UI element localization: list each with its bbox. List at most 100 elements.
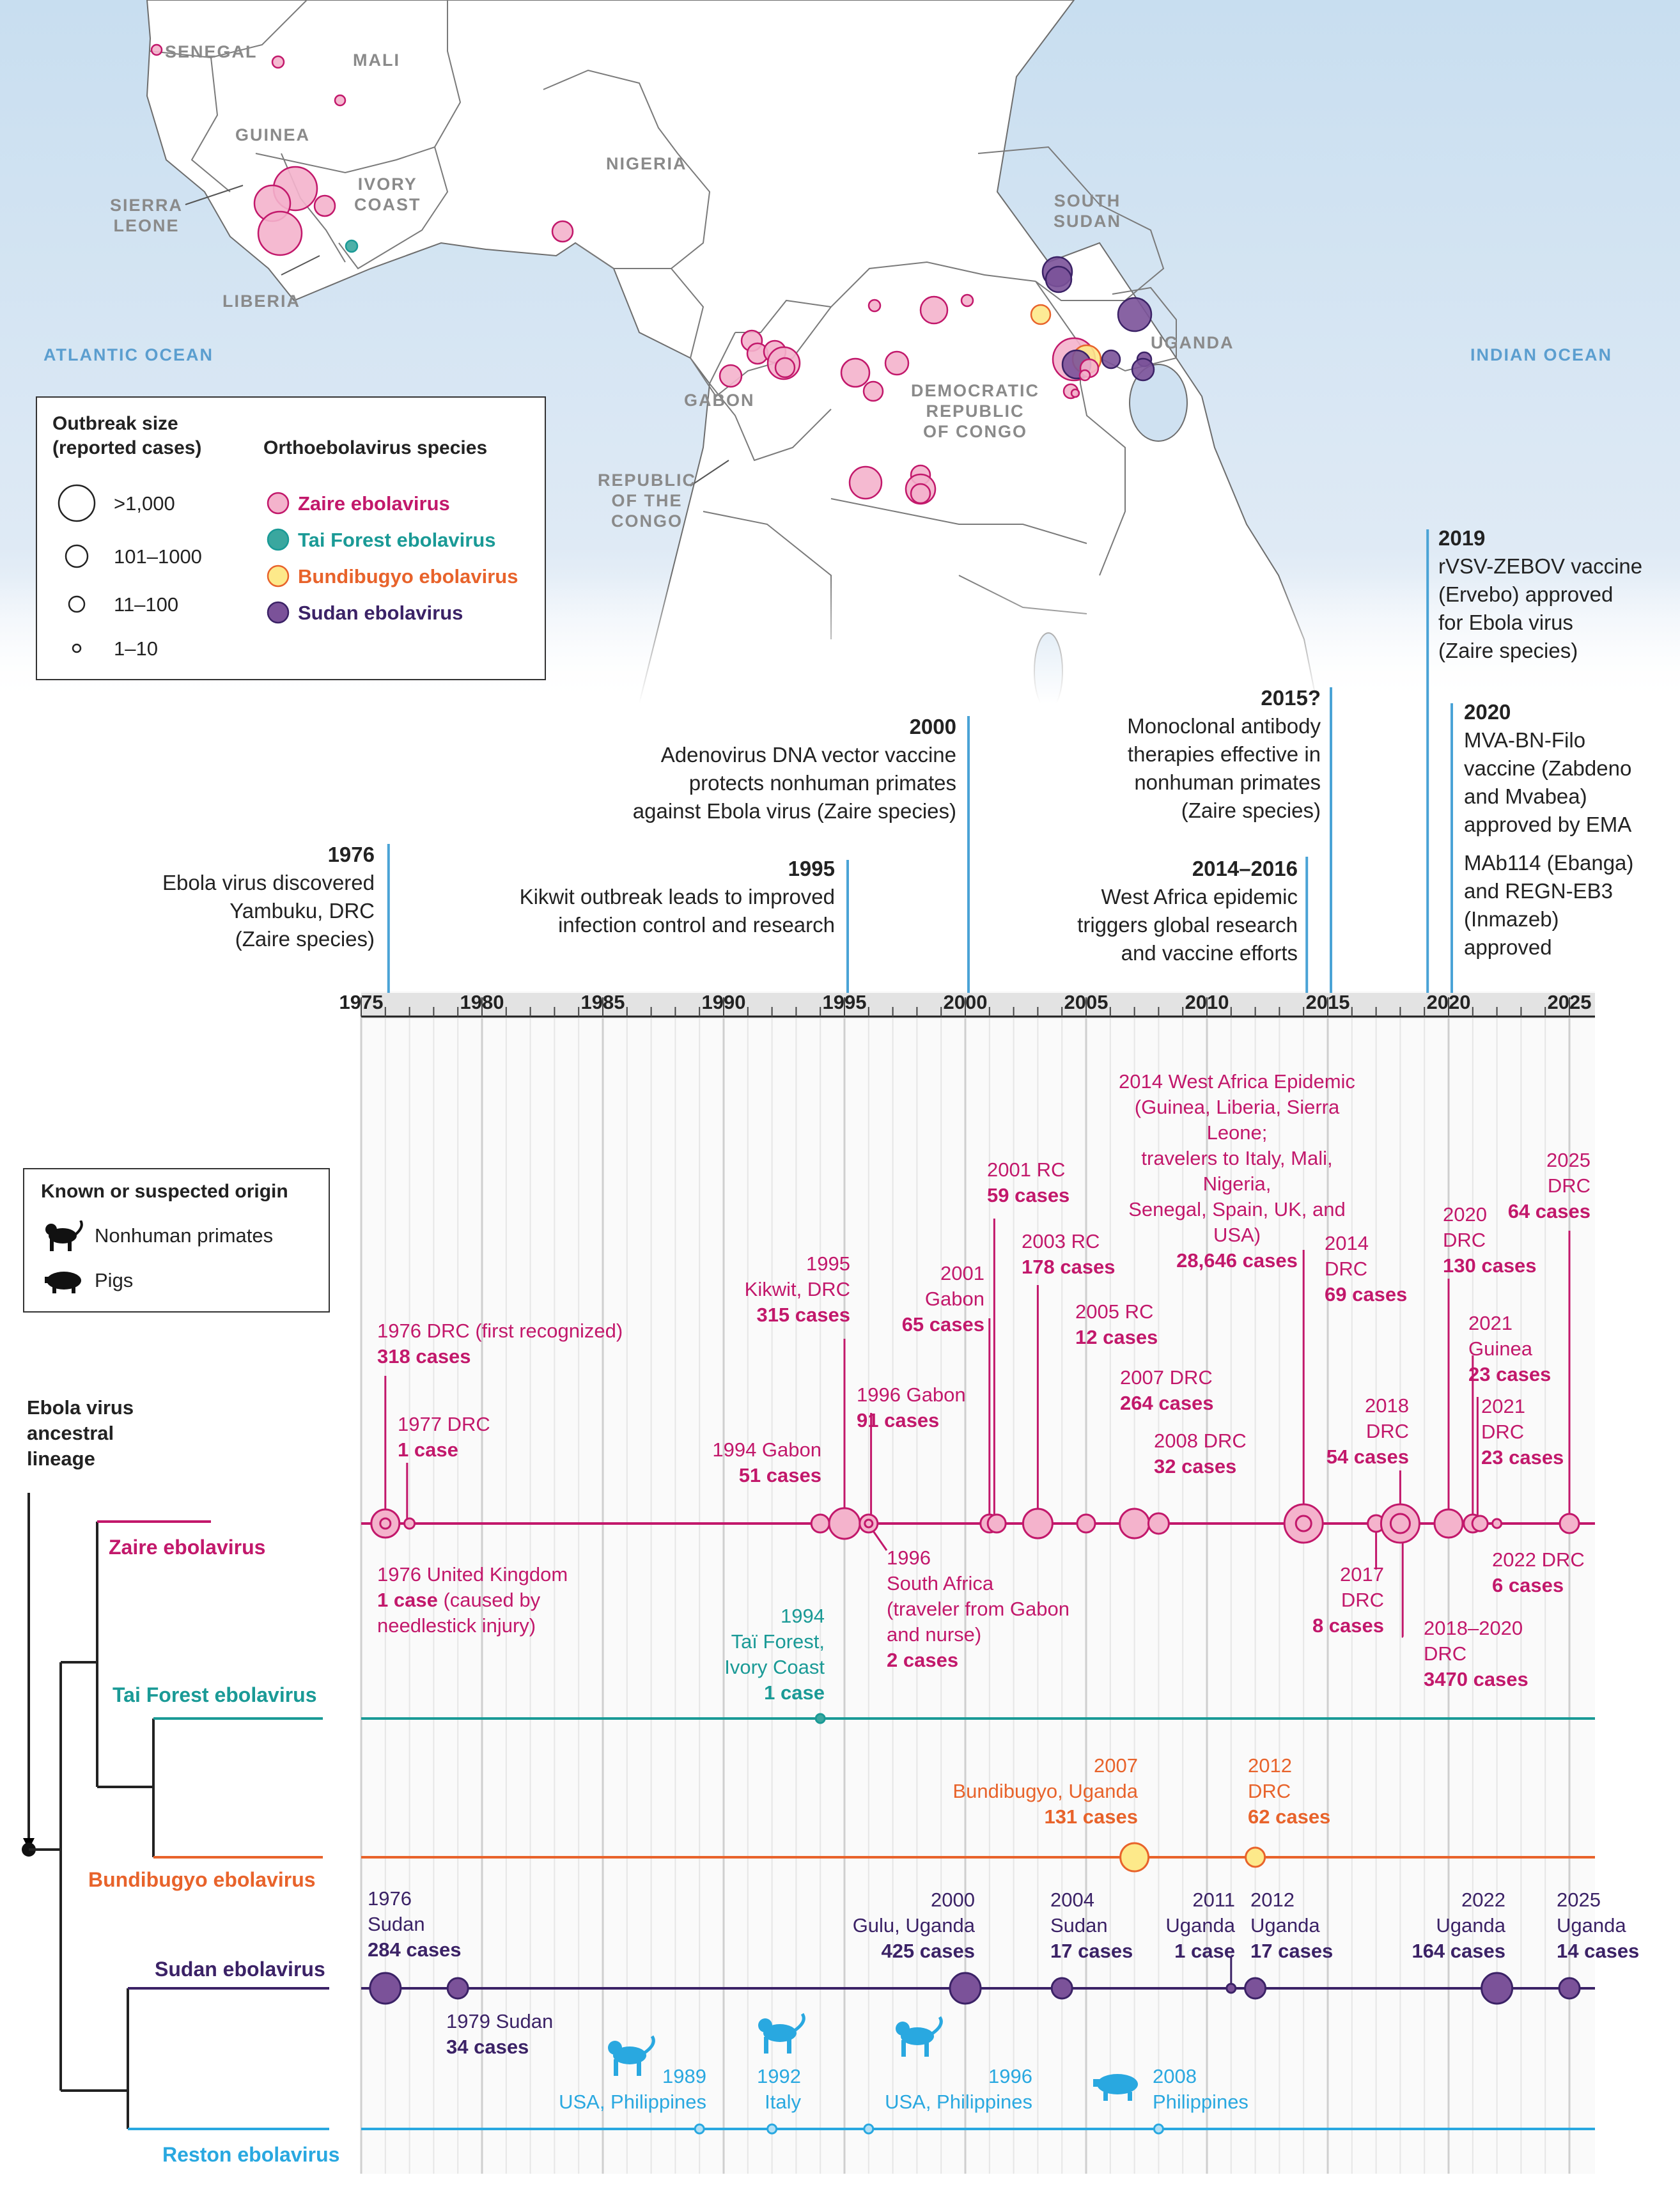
event-text: 2025: [1557, 1889, 1601, 1911]
size-101-1000: 101–1000: [114, 545, 202, 568]
axis-year-label: 2025: [1547, 991, 1592, 1013]
species-label-tai-forest: Tai Forest ebolavirus: [113, 1683, 317, 1706]
sudan-event-label: 2025 Uganda 14 cases: [1557, 1887, 1639, 1964]
event-case-count: 69 cases: [1325, 1283, 1408, 1306]
event-text: Philippines: [1153, 2091, 1248, 2113]
zaire-event-label: 2021 DRC 23 cases: [1481, 1394, 1564, 1470]
axis-year-label: 1990: [701, 991, 746, 1013]
species-label-zaire: Zaire ebolavirus: [109, 1536, 266, 1559]
event-text: Taï Forest,: [731, 1630, 825, 1653]
label-drc: DEMOCRATIC REPUBLIC OF CONGO: [911, 381, 1039, 441]
event-case-count: 425 cases: [881, 1940, 975, 1962]
map-legend: Outbreak size (reported cases) Orthoebola…: [36, 396, 546, 680]
origin-icons: [45, 1220, 83, 1293]
outbreak-bubble: [840, 357, 871, 388]
event-case-count: 315 cases: [756, 1304, 850, 1326]
event-text: Bundibugyo, Uganda: [953, 1780, 1138, 1802]
event-text: South Africa: [887, 1572, 994, 1594]
event-case-count: 54 cases: [1326, 1446, 1409, 1468]
outbreak-bubble: [919, 295, 949, 325]
event-case-count: 178 cases: [1022, 1256, 1116, 1278]
species-label-bundibugyo: Bundibugyo ebolavirus: [88, 1868, 316, 1891]
origin-legend: Known or suspected origin Nonhuman prima…: [23, 1168, 330, 1313]
event-text: 2005 RC: [1075, 1300, 1154, 1323]
zaire-outbreak-dot: [1147, 1512, 1170, 1535]
sudan-outbreak-dot: [369, 1972, 402, 2005]
event-text: 2004: [1050, 1889, 1094, 1911]
reston-outbreak-dot: [1153, 2123, 1164, 2135]
reston-outbreak-dot: [863, 2123, 875, 2135]
event-text: 1996: [887, 1547, 931, 1569]
event-text: 2022: [1461, 1889, 1505, 1911]
outbreak-bubble: [884, 350, 910, 376]
event-case-count: 91 cases: [857, 1409, 940, 1431]
zaire-event-label: 2021 Guinea 23 cases: [1468, 1311, 1551, 1387]
event-case-count: 130 cases: [1443, 1254, 1537, 1277]
event-case-count: 1 case: [398, 1438, 458, 1461]
axis-year-label: 2010: [1185, 991, 1229, 1013]
event-text: 2012: [1250, 1889, 1295, 1911]
zaire-event-label: 2008 DRC 32 cases: [1154, 1428, 1247, 1479]
event-text: Senegal, Spain, UK, and USA): [1128, 1198, 1346, 1246]
event-text: Guinea: [1468, 1337, 1532, 1360]
sudan-event-label: 2012 Uganda 17 cases: [1250, 1887, 1333, 1964]
outbreak-bubble: [150, 43, 163, 56]
event-case-count: 12 cases: [1075, 1326, 1158, 1348]
label-south-sudan: SOUTH SUDAN: [1054, 191, 1122, 231]
event-text: DRC: [1443, 1229, 1486, 1251]
zaire-event-label: 2017 DRC 8 cases: [1312, 1562, 1384, 1639]
outbreak-bubble: [774, 357, 796, 378]
sudan-outbreak-dot: [1558, 1977, 1581, 2000]
event-case-count: 62 cases: [1248, 1805, 1331, 1828]
outbreak-bubble: [910, 483, 931, 504]
outbreak-bubble: [257, 210, 303, 256]
zaire-outbreak-dot: [1433, 1508, 1464, 1539]
outbreak-bubble: [1117, 297, 1153, 332]
event-text: DRC: [1248, 1780, 1291, 1802]
zaire-event-label: 2022 DRC 6 cases: [1492, 1547, 1585, 1598]
outbreak-bubble: [551, 220, 574, 243]
origin-primates: Nonhuman primates: [95, 1224, 274, 1247]
sudan-event-label: 2022 Uganda 164 cases: [1412, 1887, 1505, 1964]
species-label-reston: Reston ebolavirus: [162, 2143, 340, 2166]
label-sierra-leone: SIERRA LEONE: [110, 196, 183, 235]
event-case-count: 1 case: [377, 1589, 438, 1611]
species-label-sudan: Sudan ebolavirus: [155, 1958, 325, 1981]
event-text: (Guinea, Liberia, Sierra Leone;: [1134, 1096, 1340, 1144]
size-over-1000: >1,000: [114, 492, 175, 515]
event-text: Uganda: [1165, 1914, 1235, 1937]
zaire-event-label: 1994 Gabon 51 cases: [712, 1437, 821, 1488]
outbreak-bubble: [1101, 349, 1121, 370]
origin-legend-title: Known or suspected origin: [41, 1181, 288, 1202]
event-text: 1989: [662, 2065, 706, 2087]
event-text: needlestick injury): [377, 1614, 536, 1637]
sudan-event-label: 1979 Sudan 34 cases: [446, 2009, 553, 2060]
outbreak-bubble: [719, 364, 743, 388]
zaire-outbreak-dot: [1076, 1513, 1096, 1534]
zaire-outbreak-dot: [859, 1513, 879, 1534]
monkey-icon: [896, 2016, 943, 2057]
event-text: 2000: [931, 1889, 975, 1911]
label-ivory-coast: IVORY COAST: [354, 175, 421, 214]
event-text: 1976: [368, 1887, 412, 1910]
sudan-event-label: 1976 Sudan 284 cases: [368, 1886, 462, 1963]
event-text: and nurse): [887, 1623, 982, 1646]
milestone-2020: 2020 MVA-BN-Filo vaccine (Zabdeno and Mvab…: [1464, 700, 1634, 959]
event-text: 2025: [1546, 1149, 1591, 1171]
event-case-count: 3470 cases: [1424, 1668, 1528, 1690]
event-text: Sudan: [1050, 1914, 1108, 1937]
outbreak-bubble: [960, 293, 974, 308]
event-text: DRC: [1481, 1421, 1525, 1443]
event-text: 2022 DRC: [1492, 1548, 1585, 1571]
tai-forest-event-label: 1994 Taï Forest, Ivory Coast 1 case: [724, 1603, 825, 1706]
label-senegal: SENEGAL: [165, 42, 258, 61]
bundibugyo-event-label: 2012 DRC 62 cases: [1248, 1753, 1330, 1830]
event-text: Gabon: [924, 1288, 984, 1310]
zaire-event-label: 1976 United Kingdom 1 case (caused by need…: [377, 1562, 568, 1639]
legend-symbols: [58, 484, 290, 653]
pig-icon: [1093, 2074, 1138, 2101]
axis-year-label: 1975: [339, 991, 384, 1013]
species-tai-forest: Tai Forest ebolavirus: [298, 529, 496, 551]
label-uganda: UGANDA: [1151, 333, 1234, 352]
